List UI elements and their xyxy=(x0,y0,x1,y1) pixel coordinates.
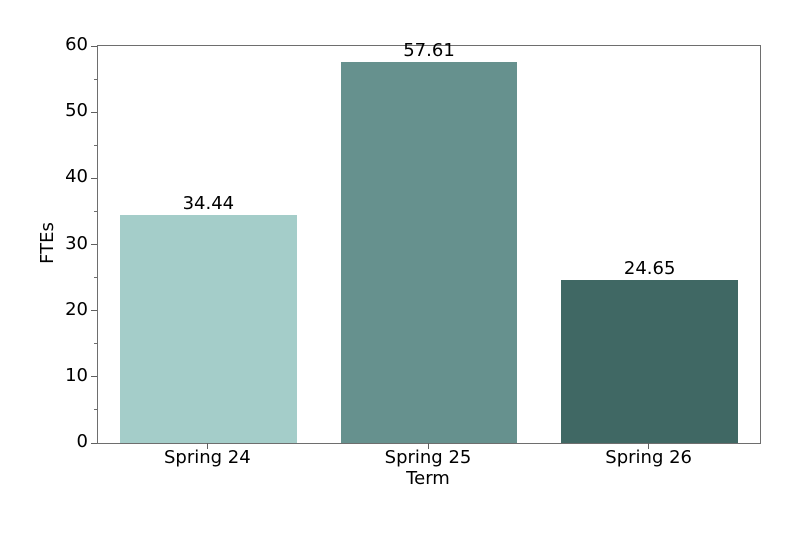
y-tick-mark xyxy=(91,177,97,179)
y-tick-mark xyxy=(91,442,97,444)
y-tick-label: 30 xyxy=(65,232,88,254)
y-tick-label: 60 xyxy=(65,34,88,55)
y-minor-tick-mark xyxy=(94,78,97,80)
bar-spring-26 xyxy=(561,279,738,443)
y-tick-mark xyxy=(91,244,97,245)
x-tick-label: Spring 26 xyxy=(605,447,693,468)
bar-value-label-spring-25: 57.61 xyxy=(403,39,455,61)
y-tick-label: 50 xyxy=(65,100,88,122)
plot-area: 34.44 57.61 24.65 xyxy=(91,40,761,444)
y-tick-label: 40 xyxy=(65,166,88,188)
y-minor-tick-mark xyxy=(94,409,97,411)
y-minor-tick-mark xyxy=(94,144,97,146)
x-tick-mark xyxy=(206,443,208,449)
y-tick-mark xyxy=(91,45,97,47)
y-tick-label: 10 xyxy=(65,364,88,386)
y-minor-tick-mark xyxy=(94,343,97,345)
y-tick-mark xyxy=(91,310,97,312)
x-axis-title: Term xyxy=(406,468,450,489)
bar-value-label-spring-26: 24.65 xyxy=(623,257,676,279)
y-tick-mark xyxy=(91,111,97,113)
y-tick-label: 0 xyxy=(76,431,88,452)
x-tick-label: Spring 24 xyxy=(163,447,251,468)
bar-spring-25 xyxy=(340,61,518,443)
y-minor-tick-mark xyxy=(94,277,97,279)
y-minor-tick-mark xyxy=(94,210,97,212)
x-tick-label: Spring 25 xyxy=(384,447,472,468)
x-tick-mark xyxy=(648,443,650,449)
y-tick-mark xyxy=(91,376,97,378)
y-tick-label: 20 xyxy=(65,298,88,320)
x-tick-mark xyxy=(427,443,429,449)
bar-spring-24 xyxy=(120,215,297,443)
bar-value-label-spring-24: 34.44 xyxy=(182,193,235,215)
